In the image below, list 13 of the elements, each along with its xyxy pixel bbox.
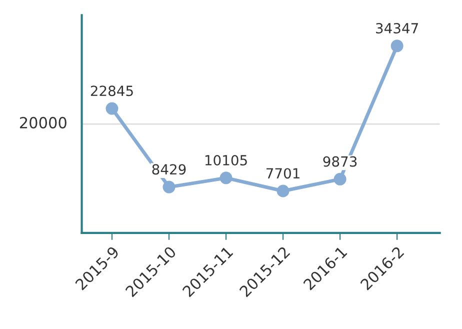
data-label: 10105 <box>205 154 247 166</box>
ref-line-label: 20000 <box>20 116 66 128</box>
data-label: 8429 <box>152 164 186 175</box>
data-label: 22845 <box>90 86 133 96</box>
point <box>334 172 346 186</box>
point <box>106 102 118 115</box>
data-label: 34347 <box>376 22 418 34</box>
point <box>220 172 232 184</box>
point <box>162 180 176 194</box>
data-label: 9873 <box>323 156 357 167</box>
point <box>276 184 290 198</box>
data-label: 7701 <box>266 168 300 179</box>
point <box>390 40 404 52</box>
